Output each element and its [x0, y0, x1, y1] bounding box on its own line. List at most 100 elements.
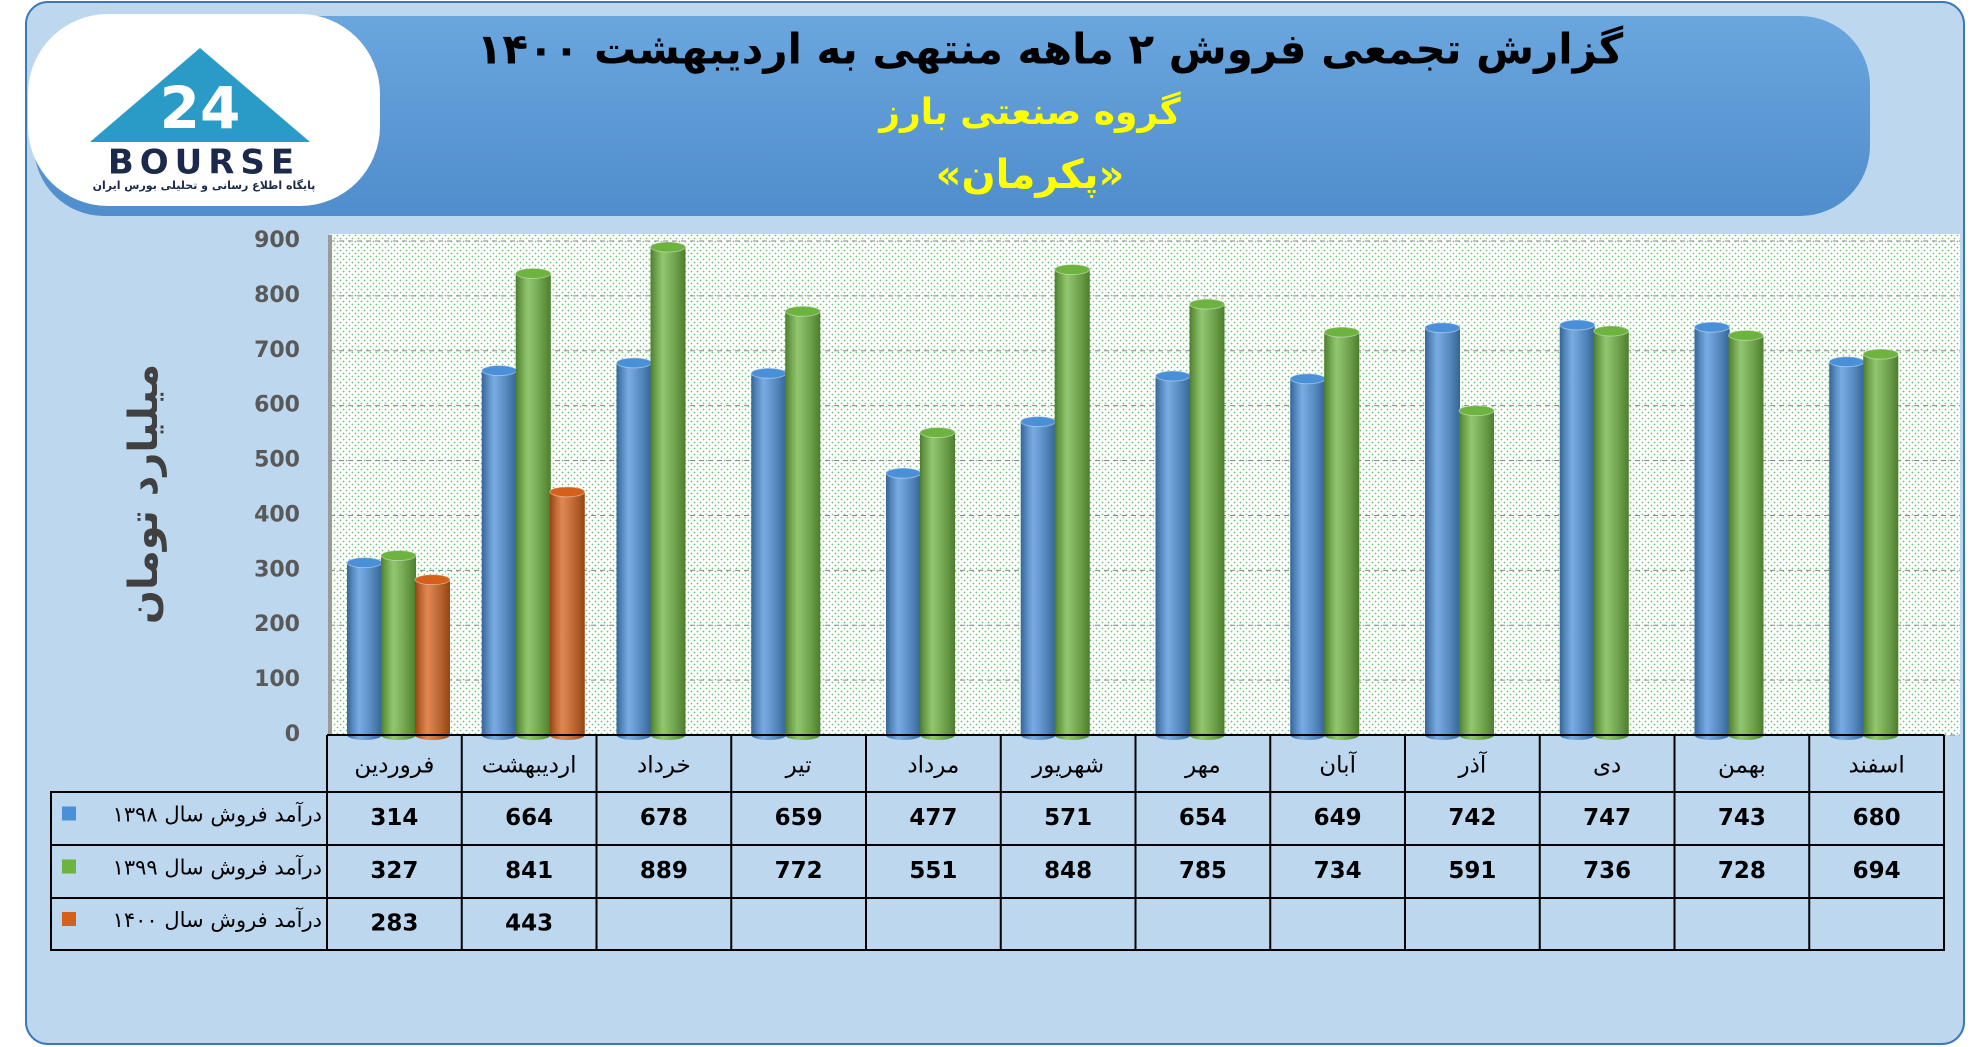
chart-title: گزارش تجمعی فروش ۲ ماهه منتهی به اردیبهش… — [477, 25, 1624, 75]
y-axis-label: میلیارد تومان — [121, 364, 167, 624]
legend-label: درآمد فروش سال ۱۳۹۹ — [113, 855, 322, 880]
bar-cap — [1323, 326, 1360, 338]
logo-triangle — [90, 48, 310, 142]
table-value: 742 — [1448, 805, 1496, 831]
bar-cap — [1155, 370, 1191, 382]
bar-cap — [750, 367, 787, 379]
bar-cap — [650, 241, 686, 253]
bar-shade — [751, 368, 787, 740]
bar-cap — [1189, 298, 1225, 310]
bar-shade — [886, 468, 921, 740]
table-value: 747 — [1583, 805, 1631, 831]
table-value: 654 — [1179, 805, 1227, 831]
bar-shade — [1728, 330, 1764, 740]
table-value: 664 — [505, 805, 553, 831]
chart-subtitle-2: «پکرمان» — [936, 152, 1125, 198]
table-value: 694 — [1853, 858, 1901, 884]
bar-shade — [1863, 349, 1899, 740]
y-tick-label: 100 — [254, 667, 300, 692]
plot-area — [330, 234, 1960, 735]
y-tick-label: 200 — [254, 612, 300, 637]
bar-shade — [1324, 327, 1360, 740]
x-tick-label: شهریور — [1031, 753, 1104, 779]
bar-shade — [1694, 322, 1730, 740]
bar-cap — [380, 550, 417, 562]
table-value: 327 — [370, 858, 418, 884]
table-value: 785 — [1179, 858, 1227, 884]
x-tick-label: بهمن — [1718, 753, 1766, 779]
bar-shade — [1189, 299, 1225, 740]
x-tick-label: خرداد — [637, 753, 691, 779]
bar-cap — [549, 486, 586, 498]
bar-shade — [650, 242, 686, 741]
bar-cap — [1289, 373, 1326, 385]
y-tick-label: 400 — [254, 502, 300, 527]
y-tick-label: 500 — [254, 448, 300, 473]
x-tick-label: فروردین — [354, 753, 434, 779]
table-value: 551 — [909, 858, 957, 884]
bar-cap — [1559, 319, 1596, 331]
x-tick-label: دی — [1593, 753, 1621, 779]
bar-cap — [1694, 321, 1730, 333]
legend-label: درآمد فروش سال ۱۴۰۰ — [113, 907, 322, 932]
y-tick-label: 300 — [254, 557, 300, 582]
bar-shade — [1290, 373, 1326, 740]
bar-shade — [1593, 326, 1629, 740]
bar-shade — [1829, 356, 1865, 740]
bar-shade — [515, 268, 551, 740]
y-tick-label: 900 — [254, 228, 300, 253]
logo-number: 24 — [160, 74, 241, 142]
table-value: 743 — [1718, 805, 1766, 831]
bar-shade — [415, 574, 450, 740]
table-value: 591 — [1448, 858, 1496, 884]
bar-cap — [1424, 322, 1461, 334]
table-value: 314 — [370, 805, 418, 831]
x-tick-label: اسفند — [1848, 753, 1904, 779]
bar-cap — [1054, 264, 1091, 276]
bar-cap — [346, 557, 383, 569]
bar-cap — [784, 305, 821, 317]
bar-shade — [1559, 319, 1595, 740]
bar-shade — [616, 357, 652, 740]
table-value: 841 — [505, 858, 553, 884]
bar-shade — [1459, 405, 1494, 740]
table-value: 734 — [1314, 858, 1362, 884]
bar-shade — [785, 306, 821, 740]
y-tick-label: 0 — [285, 722, 300, 747]
table-value: 678 — [640, 805, 688, 831]
bar-cap — [1020, 416, 1057, 428]
y-tick-label: 700 — [254, 338, 300, 363]
table-value: 649 — [1314, 805, 1362, 831]
x-tick-label: تیر — [785, 753, 812, 779]
y-tick-label: 800 — [254, 283, 300, 308]
table-value: 848 — [1044, 858, 1092, 884]
bar-shade — [1054, 264, 1090, 740]
legend-swatch — [62, 859, 76, 874]
legend-swatch — [62, 806, 76, 821]
bar-shade — [347, 557, 382, 740]
bar-cap — [515, 267, 552, 279]
table-value: 283 — [370, 911, 418, 937]
x-tick-label: آبان — [1319, 751, 1357, 779]
bar-cap — [1593, 325, 1630, 337]
bar-cap — [414, 574, 451, 586]
legend-swatch — [62, 912, 76, 926]
x-tick-label: مرداد — [907, 753, 959, 779]
legend-label: درآمد فروش سال ۱۳۹۸ — [113, 802, 322, 827]
bar-shade — [1425, 322, 1460, 740]
bar-shade — [1155, 371, 1191, 740]
table-value: 889 — [640, 858, 688, 884]
bar-cap — [481, 365, 518, 377]
table-value: 680 — [1853, 805, 1901, 831]
bar-shade — [549, 486, 585, 740]
bar-cap — [1458, 405, 1495, 417]
bar-cap — [1828, 356, 1865, 368]
table-value: 728 — [1718, 858, 1766, 884]
bar-cap — [1862, 348, 1899, 360]
table-value: 571 — [1044, 805, 1092, 831]
table-value: 443 — [505, 911, 553, 937]
logo-name: BOURSE — [108, 143, 300, 183]
chart-subtitle: گروه صنعتی بارز — [877, 91, 1180, 133]
bar-shade — [381, 550, 416, 740]
